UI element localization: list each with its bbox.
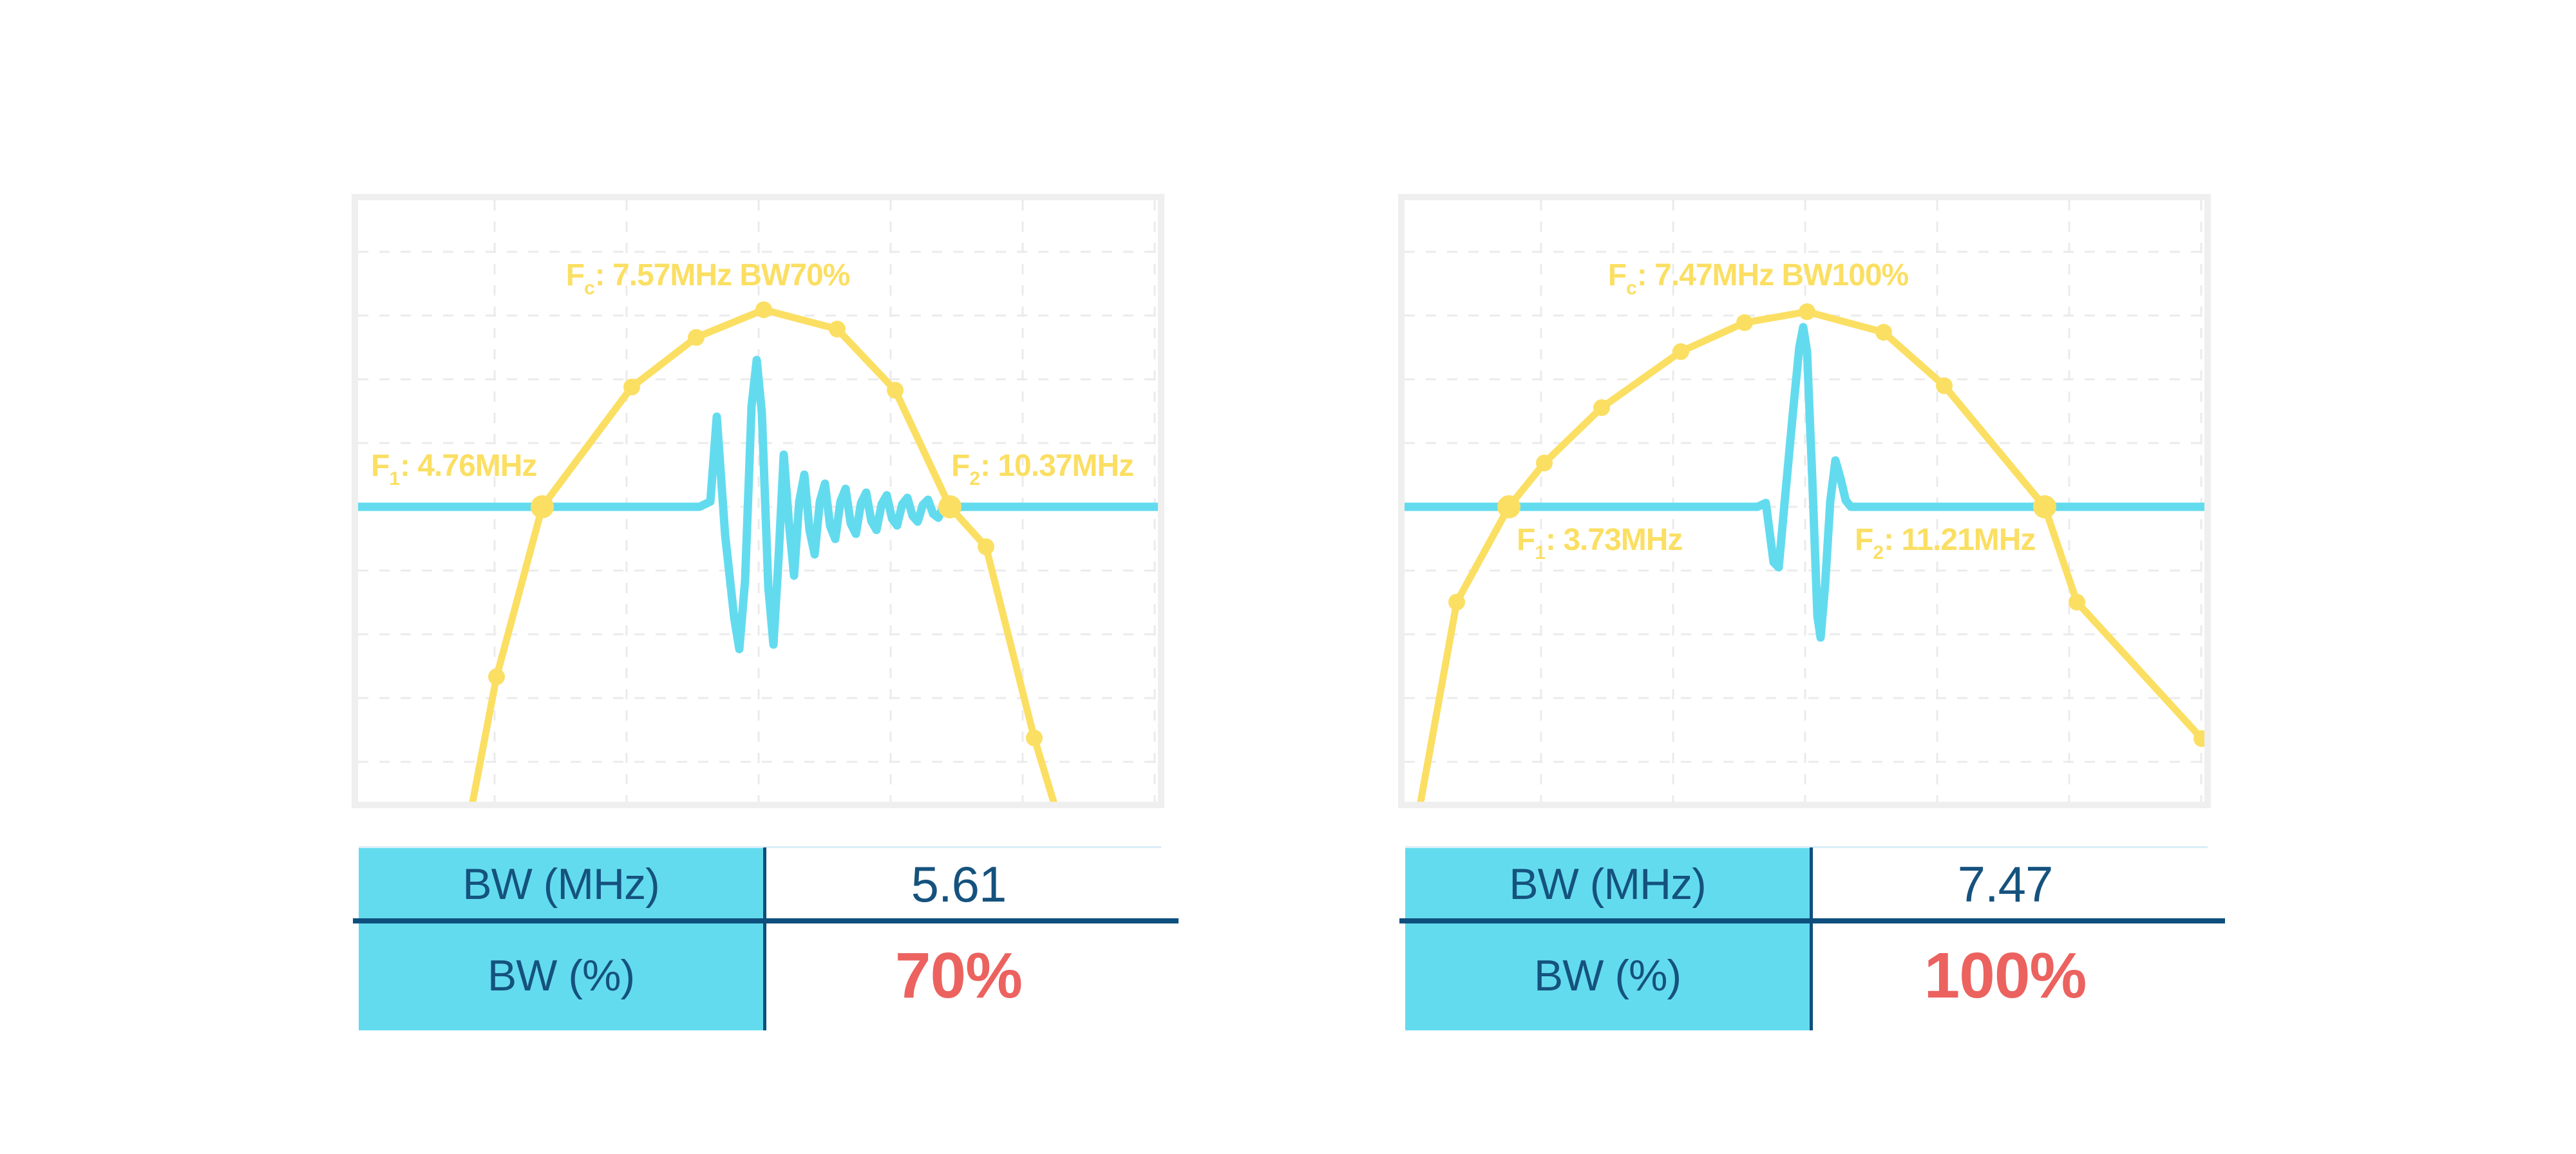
table-top-rule: [359, 846, 1161, 848]
upper-frequency-annotation: F2: 10.37MHz: [951, 449, 1134, 489]
bw-percent-value-cell: 100%: [1810, 921, 2201, 1030]
table-top-rule: [1405, 846, 2208, 848]
spectrum-plot: [358, 200, 1158, 802]
f2-symbol: F: [1855, 523, 1873, 557]
fc-value-text: : 7.47MHz BW100%: [1636, 258, 1909, 292]
f1-symbol: F: [1517, 523, 1535, 557]
bw-mhz-label: BW (MHz): [462, 860, 659, 909]
bw-percent-label-cell: BW (%): [359, 921, 763, 1030]
bw-mhz-label: BW (MHz): [1509, 860, 1706, 909]
f2-subscript: 2: [969, 468, 981, 489]
bw-percent-value: 100%: [1924, 939, 2087, 1012]
bw-mhz-value-cell: 7.47: [1810, 847, 2201, 921]
bw-mhz-value-cell: 5.61: [763, 847, 1154, 921]
center-frequency-annotation: Fc: 7.57MHz BW70%: [565, 258, 851, 299]
bw-percent-label-cell: BW (%): [1405, 921, 1810, 1030]
table-row: BW (MHz) 7.47: [1405, 847, 2201, 921]
fc-subscript: c: [583, 278, 595, 299]
f2-value-text: : 10.37MHz: [980, 449, 1134, 483]
f2-value-text: : 11.21MHz: [1884, 523, 2036, 557]
bandwidth-table-left: BW (MHz) 5.61 BW (%) 70%: [353, 846, 1179, 1030]
fc-subscript: c: [1626, 278, 1637, 299]
f1-symbol: F: [371, 449, 390, 483]
bw-percent-value-cell: 70%: [763, 921, 1154, 1030]
f1-subscript: 1: [389, 468, 401, 489]
table-row: BW (%) 100%: [1405, 921, 2201, 1030]
f2-symbol: F: [951, 449, 970, 483]
fc-symbol: F: [1607, 258, 1627, 292]
chart-frame: Fc: 7.57MHz BW70% F1: 4.76MHz F2: 10.37M…: [352, 194, 1164, 808]
center-frequency-annotation: Fc: 7.47MHz BW100%: [1607, 258, 1909, 299]
bw-mhz-value: 5.61: [911, 855, 1007, 913]
spectrum-plot: [1405, 200, 2204, 802]
f2-subscript: 2: [1873, 542, 1884, 563]
lower-frequency-annotation: F1: 3.73MHz: [1517, 523, 1683, 563]
bw-mhz-value: 7.47: [1957, 855, 2054, 913]
bw-percent-value: 70%: [895, 939, 1023, 1012]
bw-percent-label: BW (%): [1533, 951, 1681, 1000]
f1-value-text: : 3.73MHz: [1546, 523, 1683, 557]
bw-mhz-label-cell: BW (MHz): [1405, 847, 1810, 921]
fc-value-text: : 7.57MHz BW70%: [594, 258, 851, 292]
table-column-divider: [763, 847, 766, 1030]
table-column-divider: [1810, 847, 1813, 1030]
bandwidth-table-right: BW (MHz) 7.47 BW (%) 100%: [1399, 846, 2225, 1030]
bw-percent-label: BW (%): [487, 951, 635, 1000]
f1-value-text: : 4.76MHz: [400, 449, 537, 483]
f1-subscript: 1: [1535, 542, 1546, 563]
fc-symbol: F: [565, 258, 585, 292]
chart-frame: Fc: 7.47MHz BW100% F1: 3.73MHz F2: 11.21…: [1398, 194, 2211, 808]
table-row: BW (%) 70%: [359, 921, 1154, 1030]
lower-frequency-annotation: F1: 4.76MHz: [371, 449, 537, 489]
bw-mhz-label-cell: BW (MHz): [359, 847, 763, 921]
upper-frequency-annotation: F2: 11.21MHz: [1855, 523, 2036, 563]
table-row: BW (MHz) 5.61: [359, 847, 1154, 921]
